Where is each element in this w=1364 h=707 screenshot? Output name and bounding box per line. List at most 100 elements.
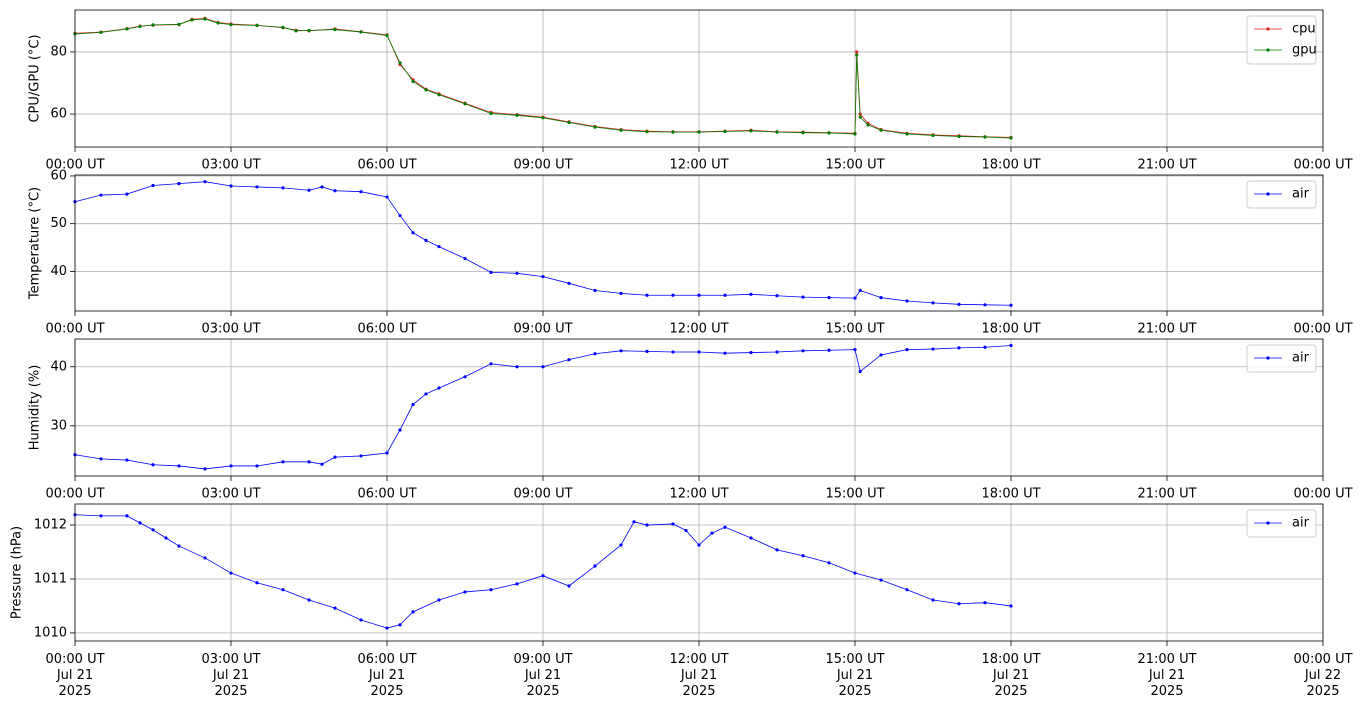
data-point	[1009, 604, 1013, 608]
legend-label: cpu	[1292, 22, 1316, 37]
x-tick-label: 00:00 UT	[45, 322, 104, 337]
x-tick-label: 15:00 UT	[825, 158, 884, 173]
data-point	[307, 188, 311, 192]
x-tick-label: 15:00 UT Jul 21 2025	[825, 652, 884, 699]
data-point	[983, 345, 987, 349]
x-tick-label: 12:00 UT	[669, 487, 728, 502]
data-point	[307, 28, 311, 33]
x-tick-label: 00:00 UT	[45, 487, 104, 502]
data-point	[749, 129, 753, 133]
legend: cpu gpu	[1246, 15, 1317, 65]
legend-frame	[1246, 344, 1317, 373]
data-point	[333, 455, 337, 459]
x-tick-label: 12:00 UT	[669, 158, 728, 173]
data-point	[801, 295, 805, 299]
legend-marker	[1266, 521, 1270, 525]
x-tick-label-line: Jul 21	[680, 668, 717, 683]
data-point	[855, 50, 859, 54]
data-point	[333, 27, 337, 32]
data-point	[671, 350, 675, 354]
x-tick-label: 00:00 UT Jul 21 2025	[45, 652, 104, 699]
data-point	[645, 349, 649, 354]
data-point	[515, 582, 519, 586]
x-tick-label-line: 09:00 UT	[513, 652, 572, 667]
data-point	[749, 536, 753, 540]
data-point	[749, 350, 753, 355]
legend-label: air	[1292, 187, 1310, 202]
data-point	[229, 23, 233, 27]
data-point	[385, 451, 389, 455]
data-point	[858, 369, 862, 374]
data-point	[151, 23, 155, 27]
y-tick-label: 30	[50, 418, 67, 433]
x-tick-label-line: 18:00 UT	[981, 652, 1040, 667]
x-tick-label: 03:00 UT	[201, 158, 260, 173]
x-tick-label: 00:00 UT	[45, 158, 104, 173]
data-point	[858, 288, 862, 293]
data-point	[489, 362, 493, 366]
data-point	[723, 129, 727, 134]
data-point	[424, 392, 428, 396]
plot-frame	[74, 174, 1324, 312]
y-tick-label: 60	[50, 168, 67, 183]
data-point	[255, 23, 259, 28]
data-point	[99, 457, 103, 461]
data-point	[827, 561, 831, 565]
x-tick-label-line: 2025	[1150, 684, 1183, 699]
data-point	[671, 293, 675, 297]
x-tick-label-line: 00:00 UT	[45, 652, 104, 667]
data-point	[151, 183, 155, 188]
legend: air	[1246, 180, 1317, 209]
legend-label: air	[1292, 516, 1310, 531]
data-point	[177, 22, 181, 26]
data-point	[931, 133, 935, 138]
data-point	[858, 115, 862, 119]
data-point	[307, 460, 311, 464]
data-point	[593, 125, 597, 129]
data-point	[827, 131, 831, 135]
data-point	[775, 130, 779, 134]
data-point	[398, 61, 402, 65]
data-point	[398, 428, 402, 432]
data-point	[593, 288, 597, 293]
y-tick-label: 80	[50, 44, 67, 59]
data-point	[853, 348, 857, 352]
x-tick-label: 21:00 UT	[1137, 487, 1196, 502]
y-axis-label: Humidity (%)	[28, 365, 43, 451]
data-point	[255, 464, 259, 468]
legend-marker	[1266, 48, 1270, 52]
data-point	[801, 554, 805, 558]
data-point	[931, 598, 935, 602]
x-tick-label: 06:00 UT	[357, 487, 416, 502]
data-point	[879, 128, 883, 132]
x-tick-label: 06:00 UT	[357, 322, 416, 337]
data-point	[697, 350, 701, 354]
data-point	[1009, 303, 1013, 307]
data-point	[567, 281, 571, 285]
subplot: 00:00 UT 03:00 UT 06:00 UT 09:00 UT 12:00 UT…	[28, 168, 1353, 336]
data-point	[203, 180, 207, 184]
data-point	[99, 514, 103, 518]
data-point	[177, 544, 181, 548]
data-point	[99, 193, 103, 197]
data-point	[957, 134, 961, 139]
x-tick-label-line: 2025	[838, 684, 871, 699]
x-tick-label-line: 2025	[214, 684, 247, 699]
x-tick-label-line: Jul 21	[836, 668, 873, 683]
data-point	[593, 352, 597, 356]
data-point	[983, 601, 987, 605]
data-point	[957, 602, 961, 606]
data-point	[411, 402, 415, 407]
data-point	[931, 301, 935, 305]
data-point	[463, 102, 467, 106]
x-tick-label-line: 2025	[370, 684, 403, 699]
data-point	[99, 30, 103, 34]
data-point	[684, 528, 688, 533]
data-point	[385, 33, 389, 38]
data-point	[866, 123, 870, 127]
x-tick-label: 21:00 UT	[1137, 158, 1196, 173]
y-axis-label: CPU/GPU (°C)	[28, 34, 43, 122]
data-point	[424, 238, 428, 242]
data-point	[359, 30, 363, 34]
